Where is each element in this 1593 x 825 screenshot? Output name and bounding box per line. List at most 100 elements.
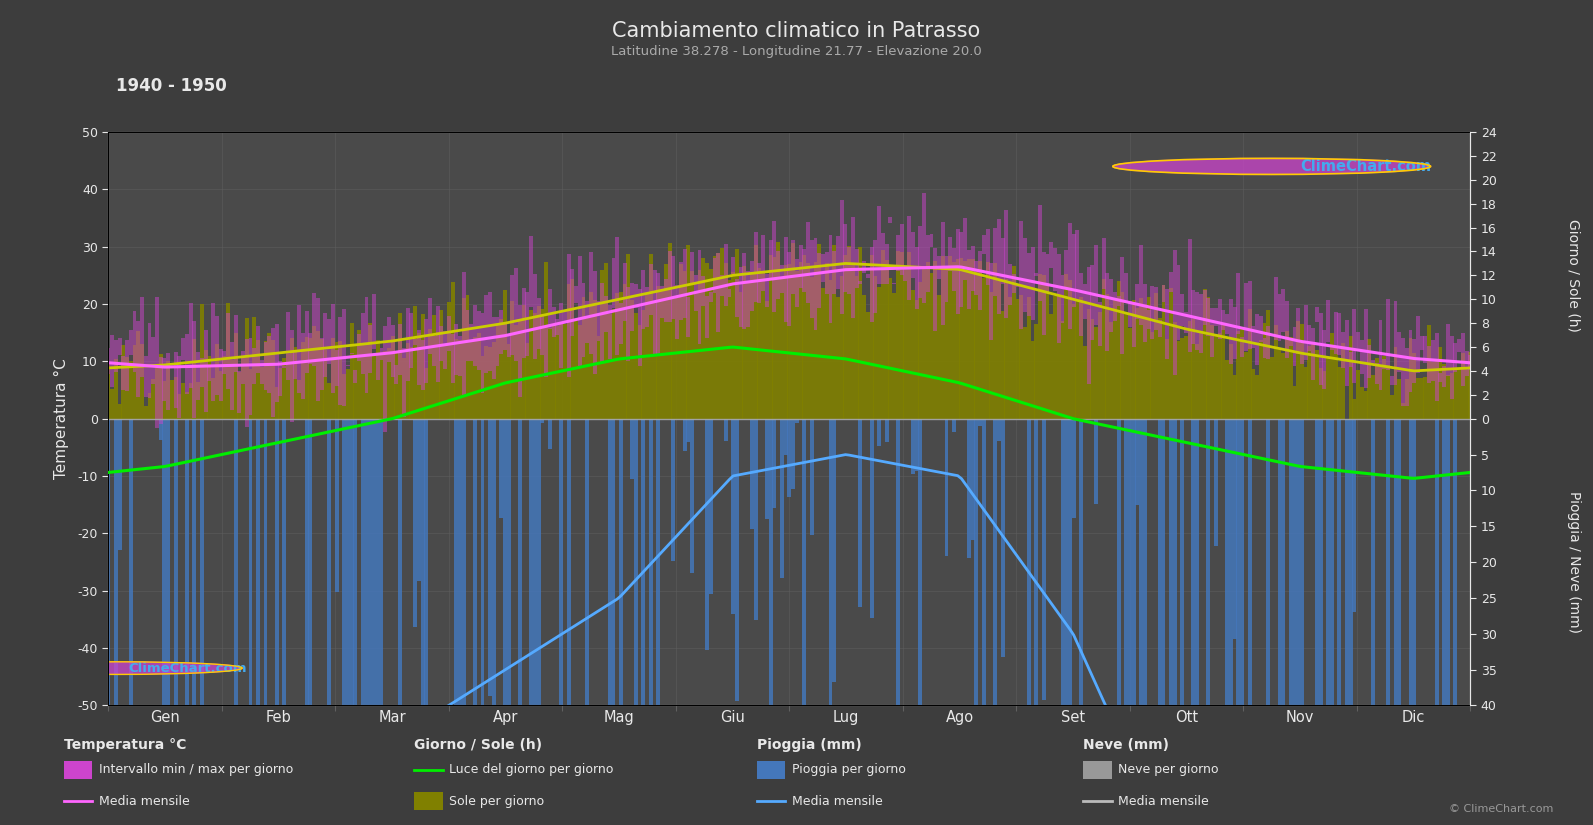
Bar [137,322,140,397]
Bar [1034,272,1039,276]
Bar [1172,322,1177,419]
Bar [742,252,747,328]
Bar [1158,320,1161,337]
Bar [1086,309,1091,419]
Bar [1128,301,1131,327]
Bar [470,324,473,361]
Bar [368,419,373,785]
Bar [1314,350,1319,419]
Bar [376,419,379,825]
Bar [573,286,578,303]
Bar [1319,313,1322,384]
Bar [862,261,867,273]
Bar [401,348,406,417]
Bar [193,339,196,419]
Bar [1136,284,1139,319]
Bar [573,321,578,419]
Bar [1413,339,1416,383]
Bar [515,326,518,419]
Bar [1427,325,1431,419]
Bar [992,263,997,419]
Bar [878,287,881,419]
Bar [1177,341,1180,419]
Bar [945,256,948,302]
Bar [1217,333,1222,419]
Bar [1297,321,1300,419]
Bar [746,282,750,419]
Bar [1239,337,1244,357]
Bar [803,249,806,292]
Bar [473,337,476,419]
Bar [1364,309,1367,388]
Bar [1386,299,1391,370]
Bar [1125,273,1128,303]
Bar [1053,295,1058,419]
Bar [1153,287,1158,330]
Bar [1214,419,1219,546]
Bar [832,245,836,419]
Bar [828,419,833,719]
Bar [443,331,448,369]
Bar [1045,253,1050,292]
Bar [521,288,526,358]
Bar [1255,375,1258,419]
Bar [970,246,975,291]
Bar [656,286,661,419]
Bar [349,419,354,825]
Bar [1222,323,1225,419]
Bar [809,240,814,318]
Bar [903,269,908,419]
Bar [1322,371,1327,419]
Bar [820,253,825,281]
Bar [795,259,798,308]
Bar [1192,290,1195,344]
Bar [196,352,201,400]
Bar [354,370,357,383]
Bar [349,353,354,355]
Bar [409,314,413,369]
Bar [889,278,892,419]
Bar [421,314,425,419]
Bar [368,323,373,419]
Bar [1244,352,1247,419]
Bar [373,419,376,825]
Bar [1252,370,1255,419]
Bar [1139,419,1144,825]
Bar [245,318,249,419]
Bar [820,288,825,419]
Bar [315,331,320,419]
Bar [499,318,503,419]
Bar [1042,275,1045,419]
Bar [997,219,1000,314]
Bar [196,382,201,419]
Bar [234,314,237,372]
Bar [859,281,862,284]
Bar [331,338,335,419]
Bar [1311,344,1316,419]
Bar [653,303,656,419]
Bar [1389,376,1394,385]
Bar [1431,340,1435,381]
Bar [432,315,436,419]
Bar [1419,337,1424,350]
Bar [338,317,342,405]
Bar [728,290,731,297]
Bar [559,303,562,369]
Bar [798,262,803,419]
Bar [1274,325,1278,419]
Text: Temperatura °C: Temperatura °C [64,738,186,752]
Bar [1125,419,1128,825]
Bar [585,300,589,343]
Bar [1408,330,1413,393]
Bar [1072,419,1075,517]
Bar [1263,323,1266,419]
Bar [354,346,357,419]
Bar [1438,347,1442,419]
Bar [612,309,615,419]
Bar [870,255,873,419]
Bar [1349,337,1352,419]
Bar [792,419,795,488]
Bar [1083,284,1086,319]
Bar [537,305,540,419]
Bar [137,331,140,419]
